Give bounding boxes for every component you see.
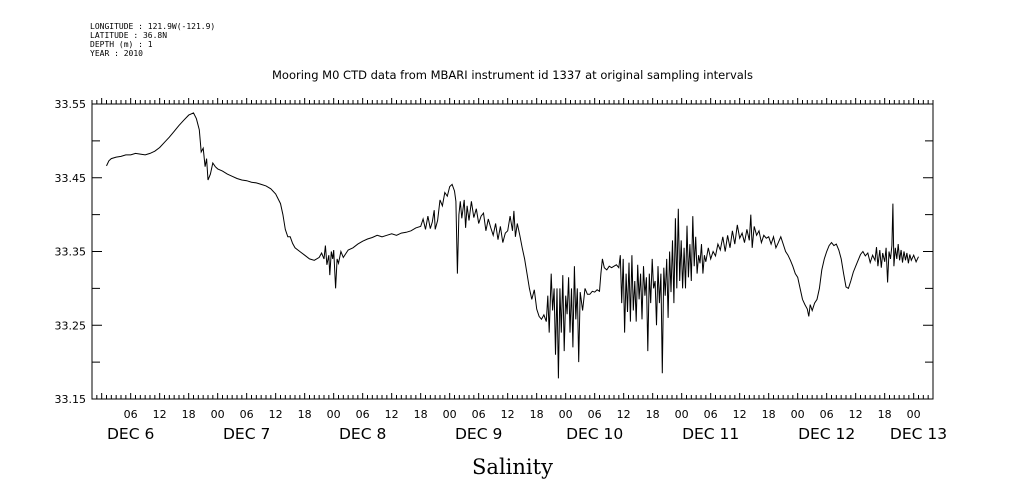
latitude-text: LATITUDE : 36.8N xyxy=(90,31,168,40)
x-tick-label: 12 xyxy=(385,408,399,421)
x-tick-label: 12 xyxy=(501,408,515,421)
x-tick-label: 00 xyxy=(907,408,921,421)
x-tick-label: 06 xyxy=(124,408,138,421)
x-tick-label: 12 xyxy=(849,408,863,421)
x-day-label: DEC 13 xyxy=(890,425,947,443)
x-tick-label: 18 xyxy=(878,408,892,421)
x-tick-label: 00 xyxy=(443,408,457,421)
x-tick-label: 18 xyxy=(182,408,196,421)
x-tick-label: 00 xyxy=(327,408,341,421)
x-tick-label: 18 xyxy=(530,408,544,421)
y-tick-label: 33.35 xyxy=(55,246,87,259)
plot-frame xyxy=(91,103,934,400)
x-day-label: DEC 10 xyxy=(566,425,623,443)
x-day-label: DEC 11 xyxy=(682,425,739,443)
x-tick-label: 12 xyxy=(269,408,283,421)
station-info: LONGITUDE : 121.9W(-121.9) LATITUDE : 36… xyxy=(90,22,215,58)
x-tick-label: 12 xyxy=(153,408,167,421)
chart-title: Mooring M0 CTD data from MBARI instrumen… xyxy=(272,68,753,82)
x-tick-label: 18 xyxy=(298,408,312,421)
x-tick-label: 06 xyxy=(356,408,370,421)
x-tick-label: 00 xyxy=(559,408,573,421)
salinity-series-line xyxy=(106,112,919,379)
x-tick-label: 00 xyxy=(791,408,805,421)
y-tick-label: 33.45 xyxy=(55,172,87,185)
x-axis-label: Salinity xyxy=(472,455,553,479)
x-day-label: DEC 7 xyxy=(223,425,270,443)
x-day-label: DEC 9 xyxy=(455,425,502,443)
x-tick-label: 06 xyxy=(820,408,834,421)
x-axis: 06 12 18 00 06 12 18 00 06 12 18 00 06 12 18 00 06 12 18 00… xyxy=(91,98,947,443)
x-day-label: DEC 8 xyxy=(339,425,386,443)
depth-text: DEPTH (m) : 1 xyxy=(90,40,153,49)
longitude-text: LONGITUDE : 121.9W(-121.9) xyxy=(90,22,216,31)
x-tick-label: 06 xyxy=(240,408,254,421)
x-tick-label: 12 xyxy=(733,408,747,421)
x-tick-label: 00 xyxy=(675,408,689,421)
x-tick-label: 18 xyxy=(414,408,428,421)
x-day-label: DEC 12 xyxy=(798,425,855,443)
year-text: YEAR : 2010 xyxy=(90,49,143,58)
x-tick-label: 06 xyxy=(704,408,718,421)
x-tick-label: 18 xyxy=(762,408,776,421)
x-day-label: DEC 6 xyxy=(107,425,154,443)
x-tick-label: 00 xyxy=(211,408,225,421)
x-tick-label: 12 xyxy=(617,408,631,421)
y-tick-label: 33.25 xyxy=(55,319,87,332)
x-tick-label: 06 xyxy=(472,408,486,421)
x-tick-label: 06 xyxy=(588,408,602,421)
y-axis: 33.15 33.25 33.35 33.45 33.55 xyxy=(55,98,933,406)
y-tick-label: 33.55 xyxy=(55,98,87,111)
x-tick-label: 18 xyxy=(646,408,660,421)
y-tick-label: 33.15 xyxy=(55,393,87,406)
